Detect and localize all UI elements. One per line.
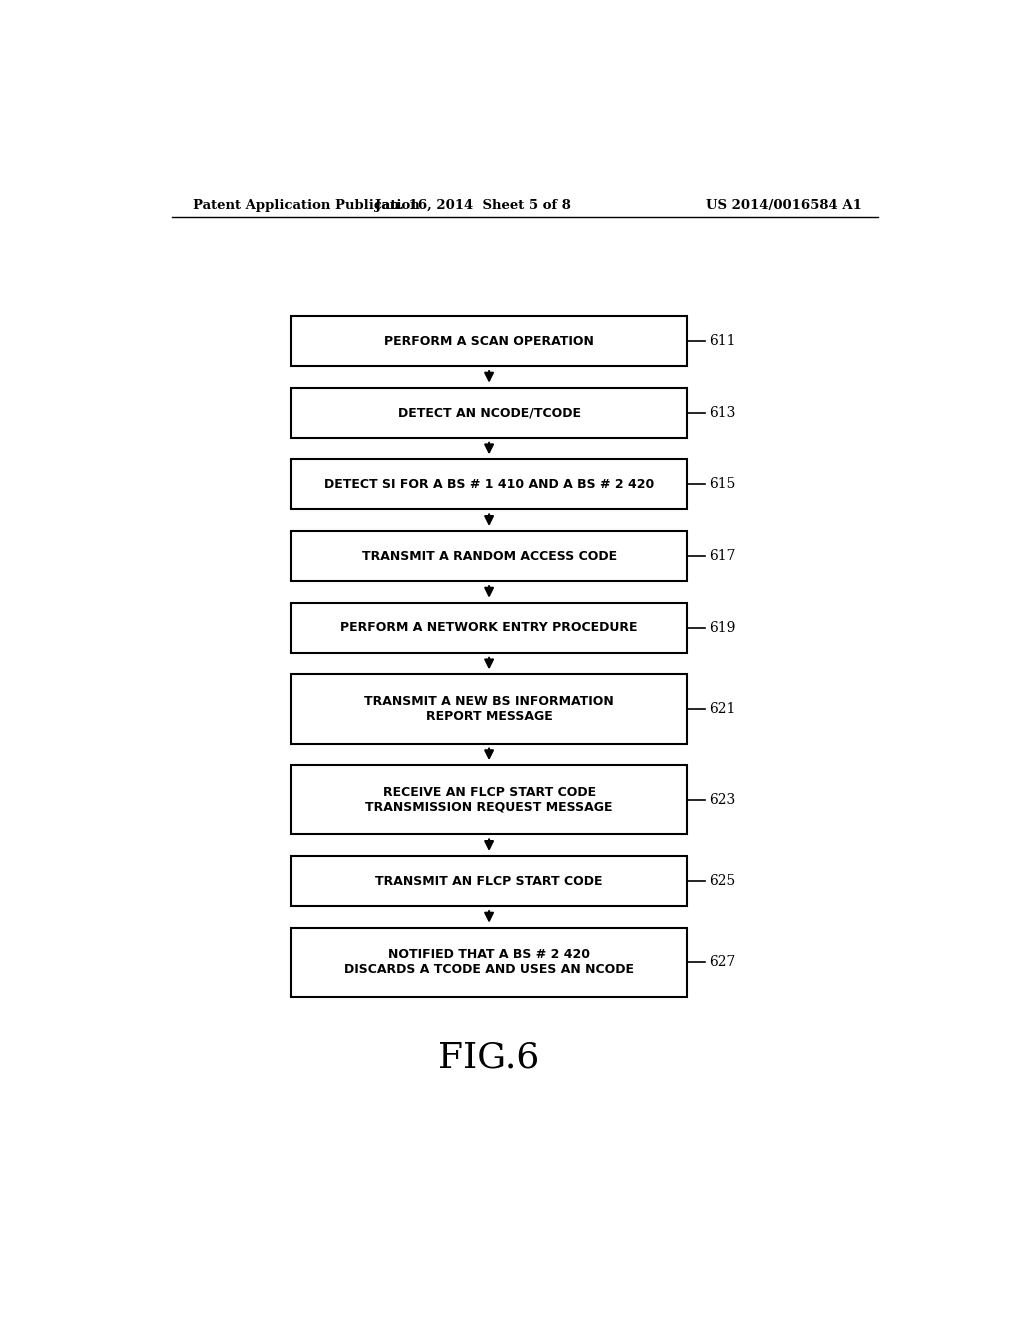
Text: Patent Application Publication: Patent Application Publication [194,198,420,211]
Text: RECEIVE AN FLCP START CODE
TRANSMISSION REQUEST MESSAGE: RECEIVE AN FLCP START CODE TRANSMISSION … [366,785,612,814]
Text: 611: 611 [709,334,735,348]
Text: NOTIFIED THAT A BS # 2 420
DISCARDS A TCODE AND USES AN NCODE: NOTIFIED THAT A BS # 2 420 DISCARDS A TC… [344,948,634,977]
Text: 625: 625 [709,874,735,888]
Text: 617: 617 [709,549,735,564]
Text: 613: 613 [709,405,735,420]
Text: PERFORM A NETWORK ENTRY PROCEDURE: PERFORM A NETWORK ENTRY PROCEDURE [340,622,638,635]
Bar [291,855,687,906]
Text: TRANSMIT AN FLCP START CODE: TRANSMIT AN FLCP START CODE [376,875,603,887]
Text: DETECT SI FOR A BS # 1 410 AND A BS # 2 420: DETECT SI FOR A BS # 1 410 AND A BS # 2 … [324,478,654,491]
Text: 623: 623 [709,793,735,807]
Text: 619: 619 [709,620,735,635]
Bar [291,459,687,510]
Bar [291,388,687,438]
Text: FIG.6: FIG.6 [438,1041,540,1074]
Text: 621: 621 [709,702,735,715]
Text: TRANSMIT A RANDOM ACCESS CODE: TRANSMIT A RANDOM ACCESS CODE [361,549,616,562]
Text: 627: 627 [709,956,735,969]
Text: PERFORM A SCAN OPERATION: PERFORM A SCAN OPERATION [384,334,594,347]
Text: TRANSMIT A NEW BS INFORMATION
REPORT MESSAGE: TRANSMIT A NEW BS INFORMATION REPORT MES… [365,696,614,723]
Bar [291,928,687,997]
Bar [291,531,687,581]
Text: Jan. 16, 2014  Sheet 5 of 8: Jan. 16, 2014 Sheet 5 of 8 [375,198,571,211]
Bar [291,315,687,366]
Text: DETECT AN NCODE/TCODE: DETECT AN NCODE/TCODE [397,407,581,420]
Bar [291,603,687,653]
Text: 615: 615 [709,478,735,491]
Bar [291,675,687,743]
Bar [291,766,687,834]
Text: US 2014/0016584 A1: US 2014/0016584 A1 [707,198,862,211]
